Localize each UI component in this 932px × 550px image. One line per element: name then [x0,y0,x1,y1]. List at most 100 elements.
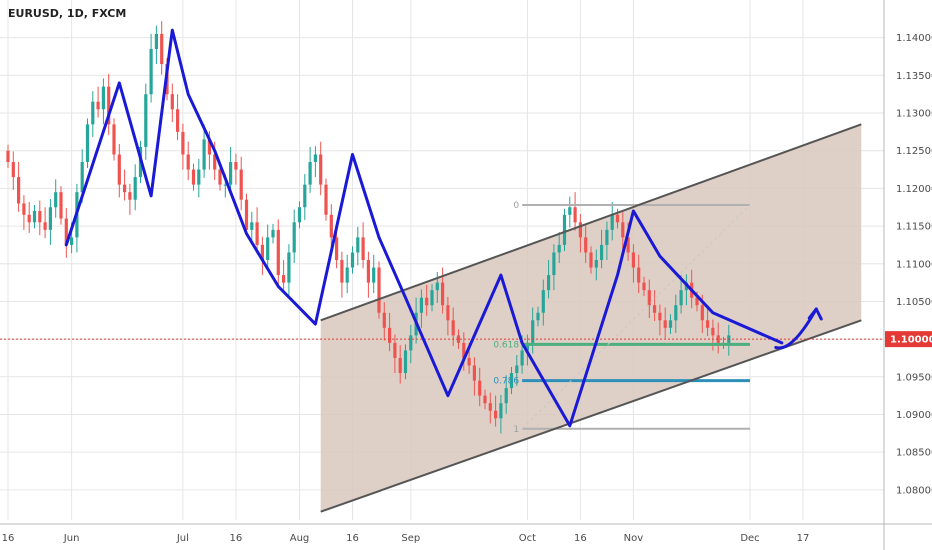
x-tick-label: Nov [624,533,644,544]
candle-body [552,252,556,276]
candle-body [335,237,339,260]
candle-body [234,162,238,170]
candle-body [456,335,461,343]
x-tick-label: Dec [740,533,759,544]
candle-body [255,222,259,245]
candle-body [372,267,376,283]
x-tick-label: Jun [63,533,80,544]
y-tick-label: 1.11000 [896,259,932,270]
candle-body [329,214,333,238]
candle-body [462,342,466,358]
candle-body [393,342,397,358]
candle-body [287,252,291,283]
candle-body [430,290,434,306]
candle-body [85,124,90,163]
candle-body [547,275,551,291]
candle-body [91,101,95,125]
candle-body [525,342,529,351]
x-tick-label: 17 [797,533,810,544]
candle-body [377,267,381,313]
candle-body [181,131,185,155]
candle-body [573,207,577,223]
trend-drawings [0,28,884,513]
candle-body [584,237,588,253]
candle-body [467,357,471,366]
candle-body [282,275,286,283]
candle-body [388,327,392,343]
candle-body [488,403,492,411]
candles [6,21,731,434]
candle-body [695,297,699,306]
candle-body [223,184,227,186]
y-tick-label: 1.12500 [896,146,932,157]
candle-body [409,335,413,351]
candle-body [472,365,476,381]
candle-body [531,320,535,343]
candle-body [101,86,105,110]
candle-body [541,290,545,313]
candle-body [361,237,365,260]
candle-body [663,320,667,328]
candle-body [43,222,47,230]
fib-trend-line [521,204,751,430]
candle-body [59,192,63,219]
current-price-label: 1.10000 [890,335,932,346]
y-tick-label: 1.10500 [896,297,932,308]
y-tick-label: 1.09500 [896,372,932,383]
candle-body [435,282,439,291]
candle-body [297,207,302,223]
candle-body [356,237,360,253]
y-tick-label: 1.08000 [896,485,932,496]
candle-body [626,237,630,253]
candle-body [197,169,201,185]
candle-body [578,222,582,238]
candle-body [674,305,678,321]
candle-body [615,214,620,223]
candle-body [64,218,68,245]
drawn-zigzag-path [64,28,784,428]
y-tick-label: 1.08500 [896,448,932,459]
candle-body [366,260,370,283]
candle-body [631,252,635,268]
candle-body [229,162,233,185]
candle-body [557,244,561,253]
candle-body [668,320,673,328]
candle-body [403,350,408,374]
candle-body [568,207,572,215]
channel-upper-line [320,123,862,322]
candle-body [117,154,121,185]
candle-body [27,214,31,223]
y-tick-label: 1.14000 [896,33,932,44]
candle-body [276,229,280,276]
candle-body [70,237,74,245]
candle-body [642,282,646,291]
candle-body [292,222,296,253]
candle-body [382,312,386,328]
candle-body [191,169,196,185]
candle-body [149,48,153,95]
candle-body [319,154,323,185]
candle-body [123,184,127,193]
candle-body [499,403,503,419]
fib-level-label: 0.618 [493,340,519,350]
candle-body [218,169,222,185]
candle-body [679,290,683,306]
candle-body [446,305,450,321]
candle-body [515,365,519,374]
x-tick-label: 16 [230,533,243,544]
candle-body [419,297,423,313]
channel-lower-line [320,319,862,513]
candle-body [637,267,641,283]
candle-body [536,312,540,321]
candle-body [244,199,249,230]
candle-body [451,320,455,336]
x-tick-label: Oct [519,533,536,544]
candle-body [711,327,715,336]
candle-body [250,222,254,230]
candle-body [239,169,243,200]
fib-level-label: 1 [513,425,519,435]
candle-body [128,192,132,200]
candle-body [32,211,37,223]
